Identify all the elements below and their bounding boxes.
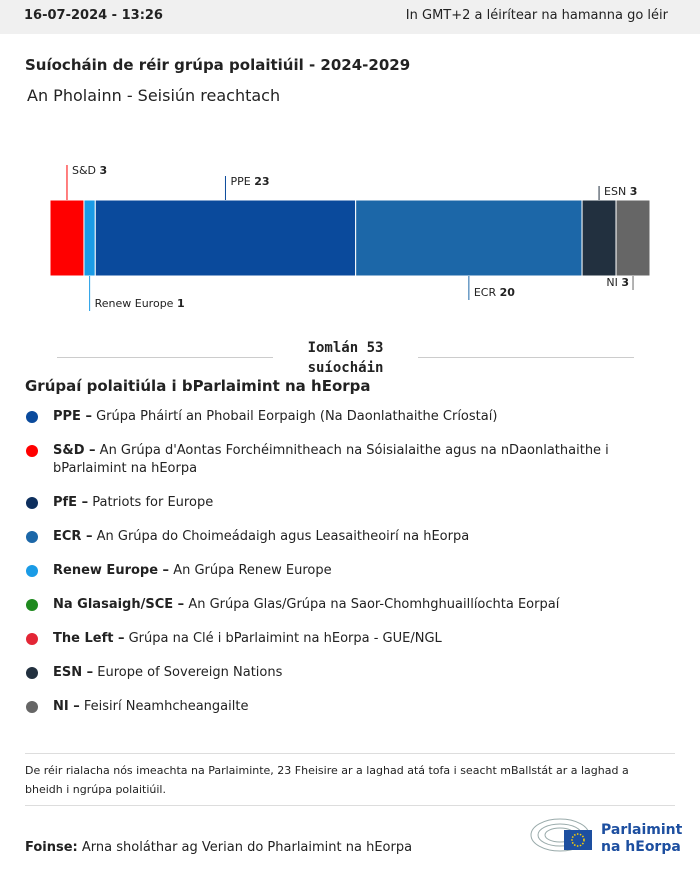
segment-value: 3	[630, 185, 638, 198]
bar-segment	[615, 199, 651, 277]
segment-value: 1	[177, 297, 185, 310]
legend-abbr: ECR –	[53, 529, 93, 544]
timestamp: 16-07-2024 - 13:26	[24, 8, 163, 23]
legend-abbr: The Left –	[53, 631, 125, 646]
segment-label: ESN 3	[604, 185, 637, 198]
legend-swatch	[26, 667, 38, 679]
legend-abbr: PfE –	[53, 495, 89, 510]
total-value: 53	[366, 340, 384, 356]
legend-swatch	[26, 599, 38, 611]
legend-label: An Grúpa d'Aontas Forchéimnitheach na Só…	[53, 443, 609, 476]
legend-item: ESN – Europe of Sovereign Nations	[24, 664, 664, 682]
segment-name: ECR	[474, 286, 497, 299]
legend-item: S&D – An Grúpa d'Aontas Forchéimnitheach…	[24, 442, 664, 478]
segment-value: 23	[254, 175, 269, 188]
legend-item: PPE – Grúpa Pháirtí an Phobail Eorpaigh …	[24, 408, 664, 426]
segment-label: NI 3	[606, 276, 629, 289]
source-label: Foinse:	[25, 840, 78, 855]
logo-mark	[530, 818, 592, 852]
timezone-note: In GMT+2 a léirítear na hamanna go léir	[405, 8, 668, 23]
legend-swatch	[26, 445, 38, 457]
logo-line: Parlaimint	[601, 822, 683, 838]
segment-value: 3	[100, 164, 108, 177]
divider	[418, 357, 634, 358]
legend-label: An Grúpa Renew Europe	[173, 563, 332, 578]
legend-swatch	[26, 497, 38, 509]
source-text: Arna sholáthar ag Verian do Pharlaimint …	[81, 840, 413, 855]
logo-text: Parlaimint na hEorpa	[601, 822, 682, 856]
segment-label: PPE 23	[230, 175, 269, 188]
legend-label: Grúpa na Clé i bParlaimint na hEorpa - G…	[128, 631, 442, 646]
segment-value: 3	[621, 276, 629, 289]
logo-stars	[571, 833, 585, 847]
total-label: Iomlán	[307, 340, 359, 356]
legend-label: Feisirí Neamhcheangailte	[83, 699, 249, 714]
segment-value: 20	[500, 286, 516, 299]
segment-name: Renew Europe	[95, 297, 174, 310]
segment-label: ECR 20	[474, 286, 515, 299]
bar-segment	[581, 199, 617, 277]
chart-title: Suíocháin de réir grúpa polaitiúil - 202…	[25, 56, 411, 74]
segment-name: S&D	[72, 164, 96, 177]
source: Foinse: Arna sholáthar ag Verian do Phar…	[25, 840, 412, 855]
legend-label: Patriots for Europe	[92, 495, 214, 510]
chart-subtitle: An Pholainn - Seisiún reachtach	[27, 86, 281, 105]
divider	[25, 753, 675, 754]
legend-label: An Grúpa do Choimeádaigh agus Leasaitheo…	[96, 529, 470, 544]
segment-label: S&D 3	[72, 164, 107, 177]
footnote: De réir rialacha nós imeachta na Parlaim…	[25, 764, 629, 796]
bar-segment	[49, 199, 85, 277]
segment-label: Renew Europe 1	[95, 297, 185, 310]
segment-name: NI	[606, 276, 617, 289]
segment-name: ESN	[604, 185, 626, 198]
legend-label: Grúpa Pháirtí an Phobail Eorpaigh (Na Da…	[96, 409, 498, 424]
legend-abbr: NI –	[53, 699, 80, 714]
divider	[57, 357, 273, 358]
legend-swatch	[26, 411, 38, 423]
segment-name: PPE	[230, 175, 250, 188]
total-unit: suíocháin	[307, 360, 384, 376]
legend-swatch	[26, 633, 38, 645]
legend-item: The Left – Grúpa na Clé i bParlaimint na…	[24, 630, 664, 648]
bar-segment	[355, 199, 583, 277]
legend-label: Europe of Sovereign Nations	[97, 665, 283, 680]
bar-segment	[83, 199, 96, 277]
legend-abbr: Na Glasaigh/SCE –	[53, 597, 185, 612]
legend-swatch	[26, 701, 38, 713]
divider	[25, 805, 675, 806]
legend-swatch	[26, 565, 38, 577]
legend-abbr: Renew Europe –	[53, 563, 170, 578]
legend-label: An Grúpa Glas/Grúpa na Saor-Chomhghuaill…	[188, 597, 560, 612]
total: Iomlán 53 suíocháin	[273, 338, 418, 378]
legend-swatch	[26, 531, 38, 543]
legend-abbr: S&D –	[53, 443, 96, 458]
legend-abbr: ESN –	[53, 665, 94, 680]
legend-item: NI – Feisirí Neamhcheangailte	[24, 698, 664, 716]
bar-segment	[94, 199, 357, 277]
top-bar: 16-07-2024 - 13:26 In GMT+2 a léirítear …	[0, 0, 700, 34]
logo-flag	[564, 830, 592, 850]
legend-item: PfE – Patriots for Europe	[24, 494, 664, 512]
legend-item: Renew Europe – An Grúpa Renew Europe	[24, 562, 664, 580]
legend-item: Na Glasaigh/SCE – An Grúpa Glas/Grúpa na…	[24, 596, 664, 614]
legend-item: ECR – An Grúpa do Choimeádaigh agus Leas…	[24, 528, 664, 546]
legend-abbr: PPE –	[53, 409, 92, 424]
logo-line: na hEorpa	[601, 839, 681, 855]
legend-title: Grúpaí polaitiúla i bParlaimint na hEorp…	[25, 377, 371, 395]
